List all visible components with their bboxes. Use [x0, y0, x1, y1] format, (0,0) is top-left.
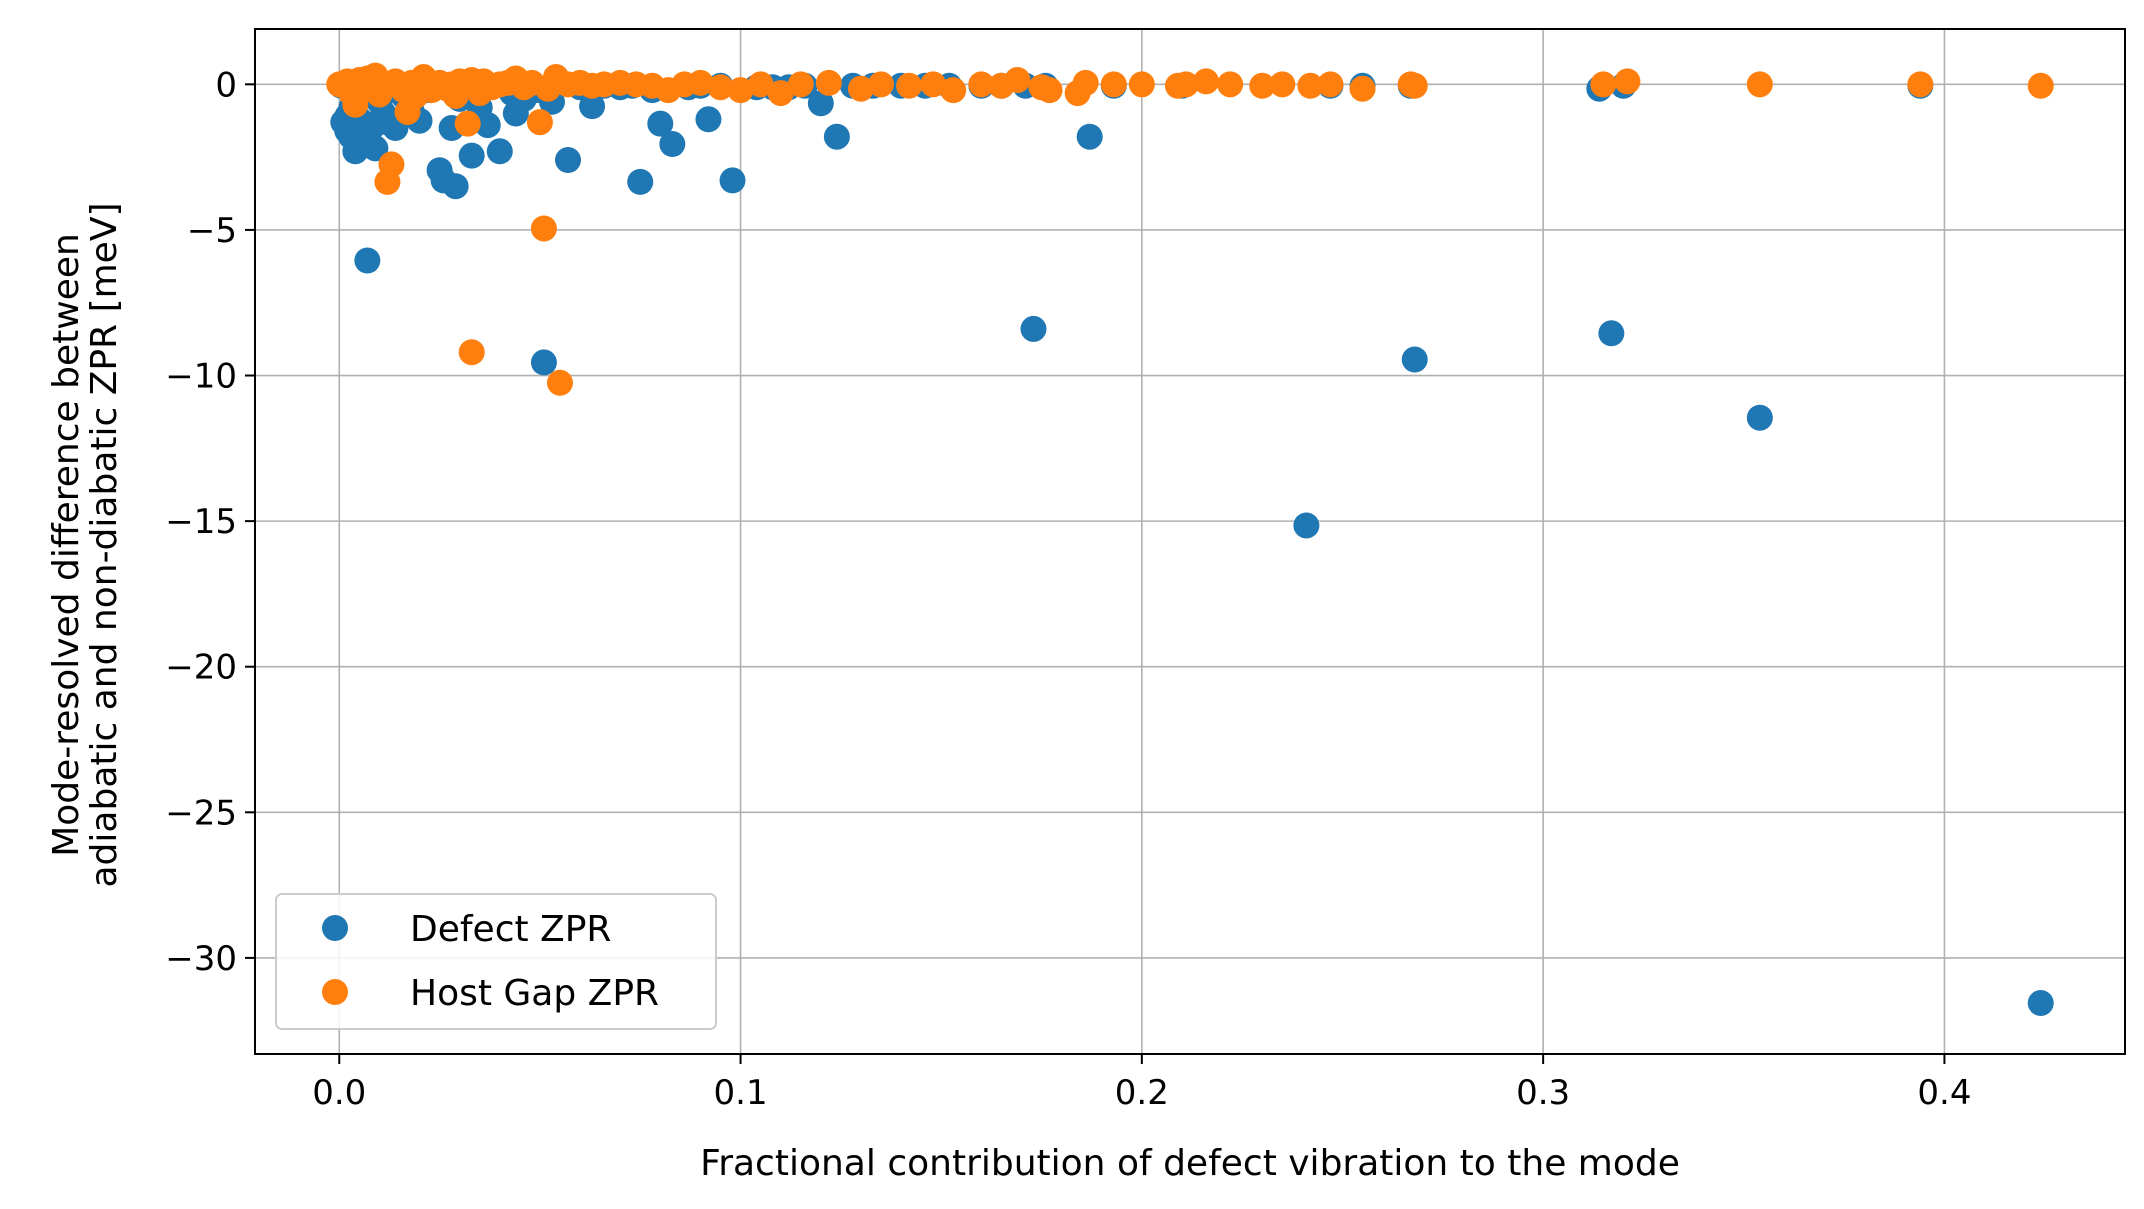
y-tick-label: −15 — [165, 502, 237, 542]
y-tick-label: −5 — [187, 211, 237, 251]
point-host-gap-zpr — [968, 71, 995, 98]
point-host-gap-zpr — [1317, 71, 1344, 98]
legend-label-defect-zpr: Defect ZPR — [410, 909, 611, 950]
x-axis-label: Fractional contribution of defect vibrat… — [700, 1143, 1680, 1184]
data-points — [326, 62, 2054, 1017]
x-tick-label: 0.1 — [714, 1073, 768, 1113]
point-host-gap-zpr — [1036, 77, 1063, 104]
point-defect-zpr — [486, 138, 513, 165]
point-defect-zpr — [627, 168, 654, 195]
legend-label-host-gap-zpr: Host Gap ZPR — [410, 973, 659, 1014]
point-defect-zpr — [442, 173, 469, 200]
point-defect-zpr — [807, 90, 834, 117]
legend-marker-host-gap-zpr — [322, 979, 348, 1005]
point-host-gap-zpr — [940, 77, 967, 104]
point-host-gap-zpr — [454, 110, 481, 137]
point-host-gap-zpr — [1172, 71, 1199, 98]
point-host-gap-zpr — [1004, 66, 1031, 93]
x-tick-label: 0.2 — [1115, 1073, 1169, 1113]
point-host-gap-zpr — [1746, 71, 1773, 98]
point-host-gap-zpr — [378, 151, 405, 178]
point-host-gap-zpr — [1128, 71, 1155, 98]
point-host-gap-zpr — [1217, 71, 1244, 98]
point-defect-zpr — [647, 110, 674, 137]
point-defect-zpr — [1293, 512, 1320, 539]
point-defect-zpr — [1076, 123, 1103, 150]
point-defect-zpr — [659, 131, 686, 158]
legend-marker-defect-zpr — [322, 915, 348, 941]
y-tick-label: −25 — [165, 793, 237, 833]
point-host-gap-zpr — [526, 109, 553, 136]
y-tick-label: 0 — [215, 65, 237, 105]
y-tick-label: −10 — [165, 357, 237, 397]
point-defect-zpr — [823, 123, 850, 150]
point-defect-zpr — [1598, 320, 1625, 347]
legend-box — [275, 893, 717, 1030]
point-defect-zpr — [354, 247, 381, 274]
point-defect-zpr — [719, 167, 746, 194]
point-host-gap-zpr — [920, 71, 947, 98]
point-defect-zpr — [458, 142, 485, 169]
legend: Defect ZPR Host Gap ZPR — [275, 893, 717, 1030]
x-tick-label: 0.4 — [1917, 1073, 1971, 1113]
point-host-gap-zpr — [2027, 72, 2054, 99]
point-defect-zpr — [474, 112, 501, 139]
x-tick-label: 0.3 — [1516, 1073, 1570, 1113]
point-host-gap-zpr — [1249, 72, 1276, 99]
point-defect-zpr — [362, 135, 389, 162]
point-host-gap-zpr — [847, 75, 874, 102]
point-host-gap-zpr — [707, 74, 734, 101]
point-host-gap-zpr — [1590, 71, 1617, 98]
point-host-gap-zpr — [546, 369, 573, 396]
point-host-gap-zpr — [896, 72, 923, 99]
point-host-gap-zpr — [868, 71, 895, 98]
point-defect-zpr — [1401, 346, 1428, 373]
point-defect-zpr — [695, 106, 722, 133]
plot-frame — [254, 28, 2126, 1055]
point-host-gap-zpr — [815, 69, 842, 96]
point-host-gap-zpr — [1072, 69, 1099, 96]
point-host-gap-zpr — [1193, 68, 1220, 95]
point-defect-zpr — [1020, 315, 1047, 342]
point-host-gap-zpr — [767, 80, 794, 107]
point-host-gap-zpr — [787, 71, 814, 98]
y-tick-label: −20 — [165, 648, 237, 688]
point-host-gap-zpr — [1100, 71, 1127, 98]
point-host-gap-zpr — [1907, 71, 1934, 98]
point-host-gap-zpr — [458, 339, 485, 366]
point-host-gap-zpr — [1614, 68, 1641, 95]
y-axis-label-line-2: adiabatic and non-diabatic ZPR [meV] — [84, 202, 125, 887]
point-host-gap-zpr — [1297, 72, 1324, 99]
point-host-gap-zpr — [530, 215, 557, 242]
point-host-gap-zpr — [1401, 72, 1428, 99]
point-defect-zpr — [530, 349, 557, 376]
point-host-gap-zpr — [727, 77, 754, 104]
y-axis-label-line-1: Mode-resolved difference between — [46, 233, 87, 857]
point-defect-zpr — [555, 147, 582, 174]
point-host-gap-zpr — [1349, 75, 1376, 102]
point-host-gap-zpr — [687, 69, 714, 96]
point-defect-zpr — [1746, 404, 1773, 431]
axis-ticks: 0.0 0.1 0.2 0.3 0.4 0 −5 −10 −15 −20 −25 −30 — [165, 65, 1971, 1113]
point-defect-zpr — [2027, 990, 2054, 1017]
x-tick-label: 0.0 — [312, 1073, 366, 1113]
point-defect-zpr — [579, 93, 606, 120]
y-tick-label: −30 — [165, 939, 237, 979]
point-host-gap-zpr — [1269, 71, 1296, 98]
point-host-gap-zpr — [747, 71, 774, 98]
